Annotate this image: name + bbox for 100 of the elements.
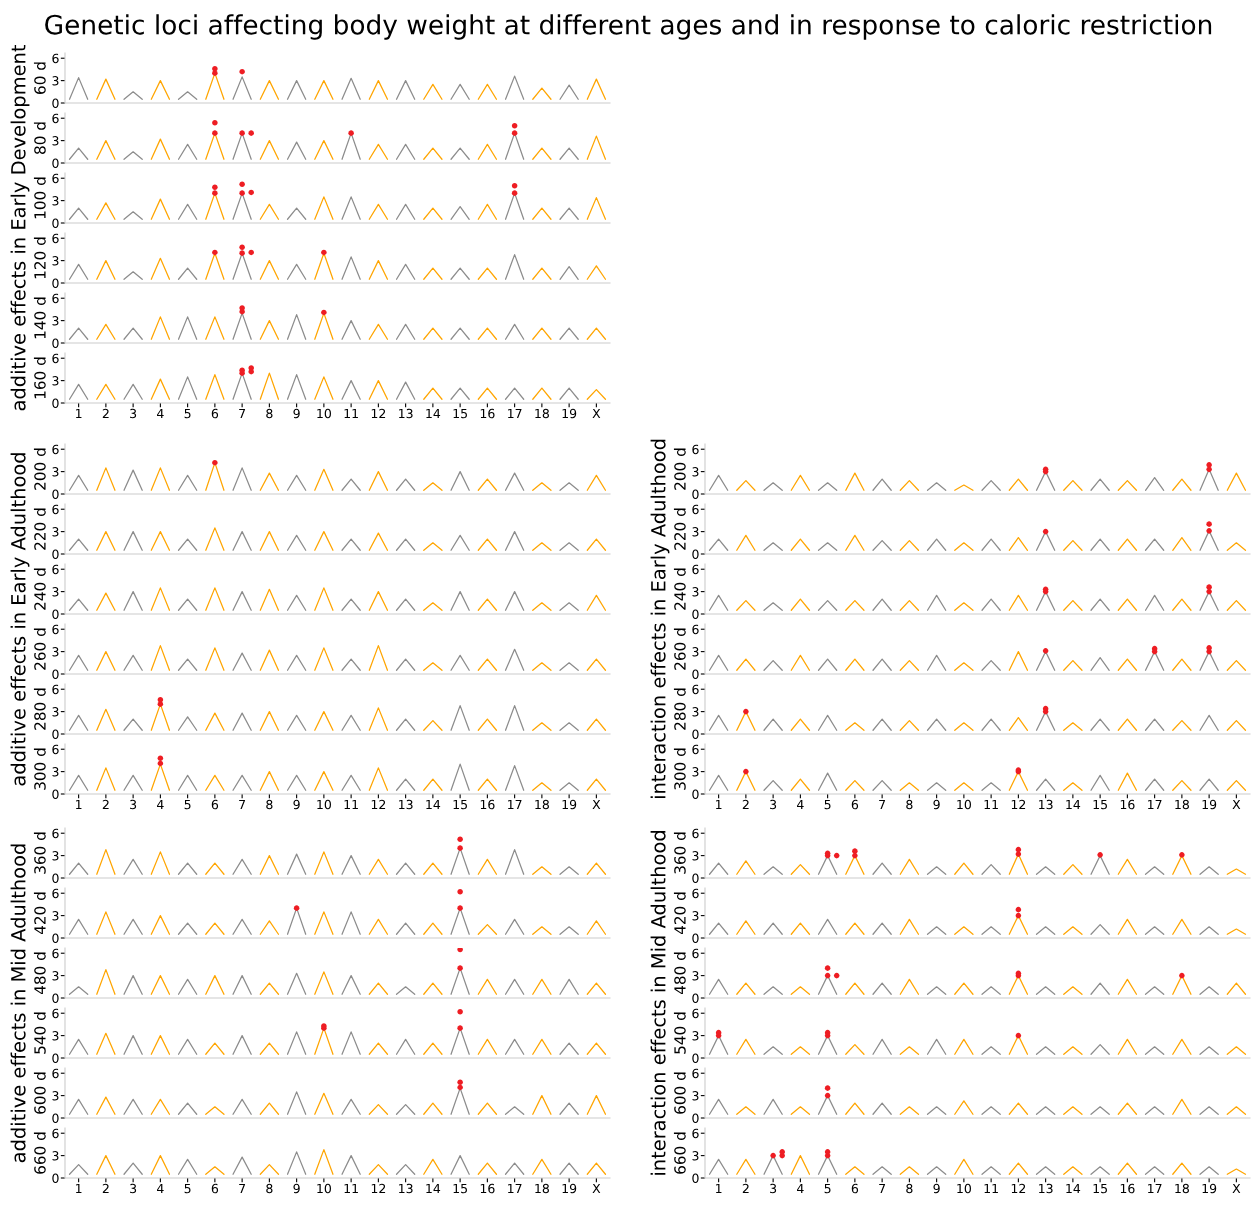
y-tick-label: 3 bbox=[52, 1091, 59, 1101]
y-tick-label: 0 bbox=[692, 993, 699, 1003]
y-axis-title: 280 d bbox=[673, 688, 686, 730]
y-axis-title: 140 d bbox=[33, 297, 46, 339]
y-tick-label: 6 bbox=[692, 1068, 699, 1079]
y-axis-title: 540 d bbox=[33, 1012, 46, 1054]
y-tick-label: 6 bbox=[52, 444, 59, 455]
x-tick-label: 8 bbox=[266, 408, 273, 419]
y-tick-label: 3 bbox=[692, 707, 699, 717]
y-tick-label: 3 bbox=[692, 467, 699, 477]
y-axis-title: 600 d bbox=[673, 1072, 686, 1114]
y-tick-label: 3 bbox=[692, 767, 699, 777]
y-tick-label: 6 bbox=[52, 1068, 59, 1079]
x-tick-label: 19 bbox=[562, 408, 577, 419]
x-tick-label: X bbox=[592, 408, 601, 419]
y-tick-label: 0 bbox=[692, 1053, 699, 1063]
y-tick-label: 3 bbox=[692, 971, 699, 981]
x-tick-label: 19 bbox=[562, 1183, 577, 1194]
y-axis-title: 540 d bbox=[673, 1012, 686, 1054]
x-tick-label: 11 bbox=[984, 799, 998, 810]
x-tick-label: X bbox=[1232, 799, 1241, 810]
y-axis-title: 200 d bbox=[673, 448, 686, 490]
y-tick-label: 6 bbox=[692, 504, 699, 515]
y-tick-label: 0 bbox=[52, 1053, 59, 1063]
x-tick-label: 17 bbox=[1148, 799, 1162, 810]
y-tick-label: 6 bbox=[692, 1008, 699, 1019]
y-tick-label: 6 bbox=[52, 353, 59, 364]
x-tick-label: 19 bbox=[1202, 1183, 1217, 1194]
y-axis-title: 420 d bbox=[33, 892, 46, 935]
y-tick-label: 0 bbox=[52, 933, 59, 943]
x-tick-label: 3 bbox=[770, 799, 777, 810]
y-tick-label: 6 bbox=[52, 233, 59, 244]
x-tick-label: 2 bbox=[102, 1183, 109, 1194]
y-tick-label: 0 bbox=[692, 549, 699, 559]
x-tick-label: 6 bbox=[211, 799, 219, 810]
y-tick-label: 3 bbox=[52, 647, 59, 657]
y-tick-label: 6 bbox=[692, 828, 699, 839]
y-tick-label: 0 bbox=[52, 789, 59, 799]
y-tick-label: 0 bbox=[52, 278, 59, 288]
x-tick-label: 8 bbox=[266, 1183, 273, 1194]
x-tick-label: 19 bbox=[1202, 799, 1217, 810]
x-tick-label: 15 bbox=[453, 408, 467, 419]
y-axis-title: 660 d bbox=[673, 1132, 686, 1174]
y-tick-label: 3 bbox=[52, 376, 59, 386]
y-axis-title: 220 d bbox=[33, 508, 46, 550]
y-axis-title: 480 d bbox=[33, 952, 46, 995]
x-tick-label: 14 bbox=[1066, 1183, 1081, 1194]
text: additive effects in Early Development bbox=[10, 44, 30, 411]
x-tick-label: 2 bbox=[742, 799, 749, 810]
x-tick-label: 18 bbox=[1175, 799, 1189, 810]
x-tick-label: 10 bbox=[317, 1183, 331, 1194]
x-tick-label: 13 bbox=[1039, 799, 1053, 810]
x-tick-label: 7 bbox=[239, 1183, 246, 1194]
y-tick-label: 6 bbox=[52, 173, 59, 184]
y-tick-label: 0 bbox=[692, 609, 699, 619]
x-tick-label: 9 bbox=[293, 408, 300, 419]
y-tick-label: 3 bbox=[52, 587, 59, 597]
x-tick-label: 15 bbox=[453, 799, 467, 810]
x-tick-label: 4 bbox=[797, 799, 804, 810]
x-tick-label: 9 bbox=[293, 1183, 300, 1194]
y-axis-title: 160 d bbox=[33, 357, 46, 399]
y-tick-label: 6 bbox=[692, 444, 699, 455]
y-tick-label: 6 bbox=[692, 564, 699, 575]
x-tick-label: 17 bbox=[508, 799, 522, 810]
y-axis-title: 360 d bbox=[33, 832, 46, 874]
y-tick-label: 3 bbox=[692, 911, 699, 921]
x-tick-label: 18 bbox=[535, 1183, 549, 1194]
y-tick-label: 6 bbox=[52, 684, 59, 695]
x-tick-label: 10 bbox=[957, 799, 971, 810]
x-tick-label: 13 bbox=[399, 408, 413, 419]
text: additive effects in Early Adulthood bbox=[10, 453, 30, 786]
y-tick-label: 6 bbox=[52, 113, 59, 124]
x-tick-label: 13 bbox=[1039, 1183, 1053, 1194]
x-tick-label: 10 bbox=[957, 1183, 971, 1194]
x-tick-label: 15 bbox=[1093, 799, 1107, 810]
y-axis-title: 300 d bbox=[33, 748, 46, 790]
x-tick-label: 11 bbox=[344, 799, 358, 810]
x-tick-label: 6 bbox=[851, 799, 859, 810]
x-tick-label: 18 bbox=[535, 799, 549, 810]
y-tick-label: 6 bbox=[52, 948, 59, 959]
y-axis-title: 220 d bbox=[673, 508, 686, 550]
x-tick-label: 10 bbox=[317, 408, 331, 419]
chart-title: Genetic loci affecting body weight at different ages and in response to caloric restriction bbox=[45, 14, 1212, 40]
y-tick-label: 3 bbox=[52, 76, 59, 86]
y-axis-title: 100 d bbox=[33, 177, 46, 219]
x-tick-label: 1 bbox=[716, 1183, 722, 1194]
y-tick-label: 6 bbox=[692, 684, 699, 695]
y-axis-title: 420 d bbox=[673, 892, 686, 935]
y-tick-label: 0 bbox=[52, 1173, 59, 1183]
x-tick-label: 5 bbox=[184, 799, 191, 810]
x-tick-label: 4 bbox=[157, 1183, 164, 1194]
x-tick-label: 12 bbox=[371, 799, 386, 810]
y-axis-title: 260 d bbox=[33, 628, 46, 670]
x-tick-label: 9 bbox=[933, 799, 940, 810]
y-tick-label: 6 bbox=[692, 744, 699, 755]
y-tick-label: 0 bbox=[692, 789, 699, 799]
x-tick-label: 9 bbox=[933, 1183, 940, 1194]
y-tick-label: 0 bbox=[52, 873, 59, 883]
y-tick-label: 6 bbox=[52, 1128, 59, 1139]
y-tick-label: 0 bbox=[692, 489, 699, 499]
